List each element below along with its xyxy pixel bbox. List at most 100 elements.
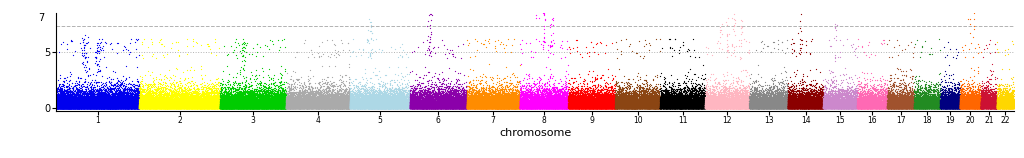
Point bbox=[355, 106, 372, 108]
Point bbox=[328, 96, 344, 99]
Point bbox=[126, 103, 142, 105]
Point bbox=[766, 107, 782, 109]
Point bbox=[780, 104, 797, 107]
Point bbox=[460, 104, 476, 106]
Point bbox=[981, 106, 997, 109]
Point bbox=[253, 94, 269, 96]
Point bbox=[998, 87, 1015, 90]
Point bbox=[591, 105, 607, 108]
Point bbox=[833, 107, 849, 110]
Point bbox=[330, 98, 346, 100]
Point bbox=[963, 95, 979, 98]
Point bbox=[847, 92, 863, 94]
Point bbox=[627, 105, 643, 108]
Point bbox=[892, 90, 908, 92]
Point bbox=[784, 106, 801, 109]
Point bbox=[188, 105, 205, 107]
Point bbox=[736, 101, 753, 104]
Point bbox=[967, 106, 983, 108]
Point bbox=[463, 104, 479, 107]
Point bbox=[953, 107, 970, 109]
Point bbox=[482, 106, 499, 108]
Point bbox=[809, 103, 825, 105]
Point bbox=[506, 107, 522, 109]
Point bbox=[195, 103, 211, 105]
Point bbox=[895, 103, 911, 106]
Point bbox=[1001, 106, 1018, 108]
Point bbox=[880, 107, 896, 109]
Point bbox=[776, 103, 793, 106]
Point bbox=[63, 102, 80, 105]
Point bbox=[838, 105, 854, 108]
Point bbox=[409, 94, 425, 97]
Point bbox=[798, 100, 814, 102]
Point bbox=[330, 107, 346, 109]
Point bbox=[971, 101, 987, 104]
Point bbox=[969, 102, 985, 104]
Point bbox=[127, 107, 143, 109]
Point bbox=[488, 105, 505, 108]
Point bbox=[96, 88, 113, 91]
Point bbox=[618, 95, 635, 98]
Point bbox=[581, 104, 597, 106]
Point bbox=[275, 106, 292, 109]
Point bbox=[370, 105, 386, 107]
Point bbox=[488, 106, 505, 109]
Point bbox=[582, 106, 598, 108]
Point bbox=[978, 104, 994, 107]
Point bbox=[120, 95, 136, 98]
Point bbox=[551, 107, 567, 109]
Point bbox=[143, 103, 160, 106]
Point bbox=[569, 94, 586, 97]
Point bbox=[437, 102, 454, 105]
Point bbox=[357, 101, 374, 103]
Point bbox=[502, 105, 518, 108]
Point bbox=[237, 106, 253, 109]
Point bbox=[846, 105, 862, 107]
Point bbox=[452, 102, 468, 104]
Point bbox=[658, 103, 675, 106]
Point bbox=[805, 105, 821, 108]
Point bbox=[265, 102, 282, 104]
Point bbox=[214, 106, 230, 109]
Point bbox=[447, 101, 464, 103]
Point bbox=[69, 99, 85, 102]
Point bbox=[445, 102, 462, 105]
Point bbox=[231, 106, 248, 109]
Point bbox=[570, 103, 587, 106]
Point bbox=[696, 103, 713, 106]
Point bbox=[269, 103, 286, 105]
Point bbox=[578, 101, 594, 104]
Point bbox=[646, 105, 663, 107]
Point bbox=[823, 100, 840, 102]
Point bbox=[372, 89, 388, 92]
Point bbox=[517, 106, 534, 109]
Point bbox=[173, 102, 189, 105]
Point bbox=[304, 105, 321, 107]
Point bbox=[294, 107, 310, 109]
Point bbox=[182, 101, 199, 103]
Point bbox=[411, 93, 427, 96]
Point bbox=[308, 103, 325, 106]
Point bbox=[291, 95, 307, 98]
Point bbox=[934, 102, 950, 105]
Point bbox=[120, 107, 136, 109]
Point bbox=[172, 95, 188, 98]
Point bbox=[878, 106, 894, 108]
Point bbox=[400, 107, 417, 109]
Point bbox=[168, 105, 184, 108]
Point bbox=[529, 102, 546, 105]
Point bbox=[634, 103, 650, 105]
Point bbox=[737, 100, 754, 102]
Point bbox=[986, 107, 1002, 109]
Point bbox=[498, 103, 514, 105]
Point bbox=[844, 106, 860, 109]
Point bbox=[693, 105, 710, 107]
Point bbox=[840, 106, 856, 109]
Point bbox=[349, 101, 366, 104]
Point bbox=[539, 106, 555, 108]
Point bbox=[472, 97, 488, 99]
Point bbox=[890, 107, 906, 109]
Point bbox=[921, 105, 937, 108]
Point bbox=[969, 104, 985, 107]
